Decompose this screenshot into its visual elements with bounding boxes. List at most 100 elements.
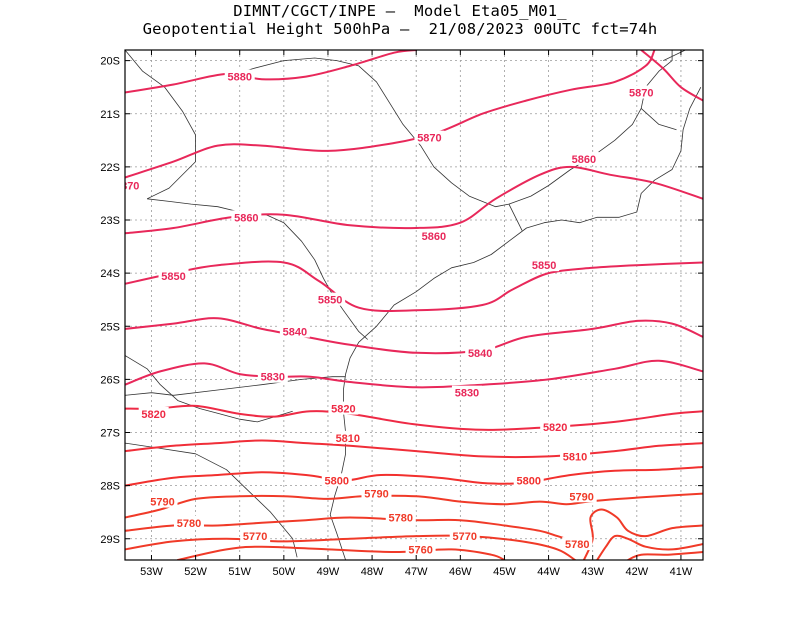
contour-label-5820: 5820 (328, 401, 359, 416)
contour-label-bg (626, 85, 657, 99)
contour-label-text: 5810 (336, 433, 360, 445)
contour-label-bg (279, 324, 310, 338)
contour-label-5780: 5780 (173, 515, 204, 530)
contour-label-5780: 5780 (562, 537, 593, 551)
x-tick-label: 43W (581, 566, 604, 578)
contour-label-text: 5870 (417, 133, 441, 145)
contour-label-text: 5860 (572, 154, 596, 166)
contour-label-text: 5780 (177, 518, 201, 530)
contour-label-5820: 5820 (138, 406, 169, 421)
y-tick-label: 20S (100, 56, 120, 68)
contour-line-5790 (125, 492, 703, 519)
y-tick-label: 25S (100, 321, 120, 333)
contour-label-text: 5850 (532, 260, 556, 272)
contour-label-bg (138, 406, 169, 420)
contour-label-text: 5800 (516, 475, 540, 487)
map-outline-border-sp-pr (147, 198, 368, 340)
contour-label-bg (231, 210, 262, 224)
x-tick-label: 44W (537, 566, 560, 578)
contour-label-5770: 5770 (449, 529, 480, 543)
contour-label-text: 5820 (331, 404, 355, 416)
contour-label-bg (125, 178, 143, 192)
contour-line-5770 (125, 534, 576, 560)
contour-label-5830: 5830 (257, 369, 288, 384)
contour-line-5760 (627, 551, 703, 560)
contour-label-bg (540, 420, 571, 434)
contour-label-5850: 5850 (158, 268, 189, 283)
y-tick-label: 28S (100, 481, 120, 493)
contour-label-text: 5790 (150, 497, 174, 509)
x-tick-label: 41W (670, 566, 693, 578)
contour-label-text: 5880 (227, 72, 251, 84)
contour-label-text: 5790 (364, 489, 388, 501)
contour-label-5870: 5870 (115, 178, 143, 192)
contour-label-5880: 5880 (224, 69, 255, 84)
x-tick-label: 46W (449, 566, 472, 578)
contour-label-bg (385, 510, 416, 524)
plot-frame (124, 49, 704, 561)
contour-label-5780: 5780 (385, 510, 416, 525)
x-tick-label: 51W (228, 566, 251, 578)
contour-label-bg (529, 258, 560, 272)
contour-label-bg (562, 537, 593, 551)
x-tick-label: 50W (273, 566, 296, 578)
contour-label-bg (224, 69, 255, 83)
x-tick-label: 49W (317, 566, 340, 578)
contour-line-5880 (125, 50, 418, 94)
contour-label-5760: 5760 (405, 542, 436, 556)
y-tick-label: 24S (100, 268, 120, 280)
contour-label-5790: 5790 (147, 494, 178, 509)
contour-label-bg (328, 401, 359, 415)
contour-label-bg (315, 292, 346, 306)
map-outline-border-mg-sp (226, 50, 673, 208)
contour-label-bg (449, 529, 480, 543)
contour-label-bg (560, 449, 591, 463)
contour-label-text: 5770 (243, 531, 267, 543)
contour-label-5790: 5790 (566, 489, 597, 503)
contour-label-text: 5870 (115, 180, 139, 192)
contour-line-5840 (125, 317, 703, 355)
contour-label-bg (257, 369, 288, 383)
x-tick-label: 47W (405, 566, 428, 578)
contour-line-5800 (125, 466, 703, 487)
contour-label-bg (418, 228, 449, 242)
contour-label-5860: 5860 (418, 228, 449, 243)
map-outline-border-pr-sc (125, 376, 346, 396)
y-tick-label: 22S (100, 162, 120, 174)
contour-label-5860: 5860 (231, 210, 262, 224)
contour-label-5850: 5850 (315, 292, 346, 307)
x-tick-label: 53W (140, 566, 163, 578)
contour-label-bg (414, 130, 445, 144)
y-tick-label: 21S (100, 109, 120, 121)
contour-label-bg (158, 268, 189, 282)
contour-label-text: 5820 (543, 422, 567, 434)
contour-label-bg (451, 385, 482, 399)
contour-label-text: 5800 (325, 475, 349, 487)
contour-label-5840: 5840 (279, 324, 310, 339)
axis-layer: 53W 52W 51W 50W 49W 48W 47W 46W 45W 44W 43W 42W 41W 2… (100, 50, 703, 578)
chart-title: DIMNT/CGCT/INPE – Model Eta05_M01_ Geopo… (0, 2, 800, 38)
contour-label-text: 5820 (141, 409, 165, 421)
x-tick-label: 48W (361, 566, 384, 578)
contour-line-5820 (125, 404, 703, 431)
contour-label-text: 5860 (234, 212, 258, 224)
y-tick-label: 23S (100, 215, 120, 227)
contour-label-bg (147, 494, 178, 508)
contour-label-text: 5840 (468, 348, 492, 360)
contour-label-5800: 5800 (513, 473, 544, 487)
contour-label-text: 5850 (318, 295, 342, 307)
contour-label-text: 5830 (455, 388, 479, 400)
contour-label-bg (361, 486, 392, 500)
contour-line-5860 (125, 165, 703, 235)
contour-label-bg (465, 345, 496, 359)
plot-background (125, 50, 703, 560)
contour-label-text: 5870 (629, 88, 653, 100)
contour-label-text: 5830 (261, 372, 285, 384)
contour-label-5860: 5860 (568, 151, 599, 166)
y-tick-label: 29S (100, 534, 120, 546)
map-outlines (125, 50, 702, 560)
contour-label-bg (321, 473, 352, 487)
contour-label-bg (568, 151, 599, 165)
contour-label-5800: 5800 (321, 473, 352, 487)
contour-label-text: 5840 (283, 327, 307, 339)
